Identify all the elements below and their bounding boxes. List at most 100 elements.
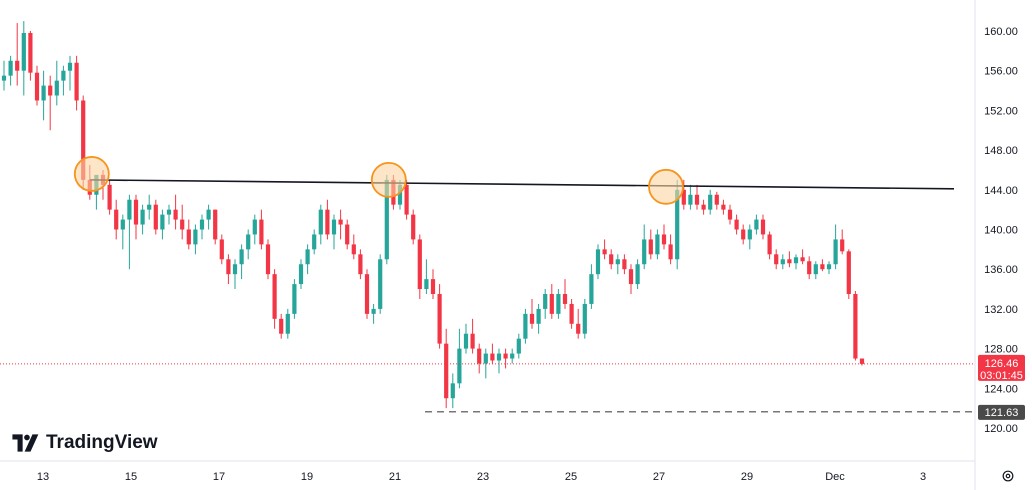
candle-body bbox=[820, 264, 825, 270]
x-tick-label: 3 bbox=[920, 471, 926, 483]
candle-body bbox=[523, 313, 528, 339]
candle-body bbox=[127, 199, 132, 220]
candle-body bbox=[635, 264, 640, 285]
candle-body bbox=[15, 60, 20, 71]
candle-body bbox=[787, 259, 792, 264]
candle-body bbox=[265, 244, 271, 275]
candle bbox=[298, 259, 304, 290]
candle-body bbox=[562, 294, 568, 304]
candle bbox=[147, 194, 152, 220]
candle-body bbox=[853, 294, 858, 359]
candle-body bbox=[338, 219, 343, 225]
candle bbox=[127, 194, 132, 270]
candle bbox=[582, 298, 587, 339]
candle bbox=[661, 224, 667, 250]
y-tick-label: 120.00 bbox=[984, 423, 1018, 435]
candle-body bbox=[444, 343, 449, 399]
candle bbox=[226, 254, 231, 285]
candle bbox=[450, 373, 455, 409]
y-tick-label: 132.00 bbox=[984, 304, 1018, 316]
candle bbox=[536, 303, 541, 334]
candle bbox=[741, 224, 746, 245]
candle-body bbox=[166, 209, 172, 215]
candle bbox=[793, 254, 799, 270]
candle bbox=[747, 224, 752, 250]
candle-body bbox=[318, 209, 323, 235]
candle-body bbox=[305, 249, 310, 265]
candle-body bbox=[767, 234, 772, 255]
candle bbox=[774, 249, 779, 270]
candle-body bbox=[21, 32, 26, 71]
candle-body bbox=[721, 204, 726, 210]
candle bbox=[371, 303, 376, 324]
candle bbox=[483, 348, 488, 379]
candle bbox=[820, 259, 825, 272]
candle-body bbox=[232, 264, 238, 275]
candle bbox=[166, 204, 172, 225]
candle-body bbox=[133, 199, 139, 225]
candle bbox=[602, 239, 607, 260]
candle bbox=[213, 209, 218, 245]
y-tick-label: 152.00 bbox=[984, 105, 1018, 117]
candle bbox=[140, 204, 145, 235]
candle bbox=[34, 65, 40, 106]
candle bbox=[655, 229, 660, 260]
highlight-circle bbox=[370, 161, 407, 198]
candle bbox=[193, 224, 198, 255]
candle bbox=[219, 234, 224, 265]
candle bbox=[681, 179, 686, 210]
candle-body bbox=[477, 348, 482, 364]
x-tick-label: 23 bbox=[477, 471, 489, 483]
candle bbox=[648, 229, 653, 260]
x-tick-label: 19 bbox=[301, 471, 313, 483]
candle-body bbox=[615, 259, 620, 265]
candle bbox=[331, 214, 337, 250]
candle-body bbox=[496, 353, 502, 361]
tradingview-watermark: TradingView bbox=[10, 432, 158, 454]
candle-body bbox=[833, 239, 838, 265]
candle-body bbox=[259, 219, 264, 245]
candle-body bbox=[760, 219, 766, 235]
y-tick-label: 128.00 bbox=[984, 344, 1018, 356]
candle-body bbox=[213, 209, 218, 240]
candle-body bbox=[681, 189, 686, 205]
candle-body bbox=[549, 294, 554, 314]
candle bbox=[54, 60, 59, 106]
candle bbox=[767, 231, 772, 260]
candle-body bbox=[226, 259, 231, 275]
candle bbox=[800, 249, 805, 265]
candle-body bbox=[840, 239, 845, 252]
annotations bbox=[0, 156, 975, 413]
candle bbox=[529, 298, 535, 329]
candle bbox=[358, 249, 363, 280]
candle bbox=[477, 343, 482, 374]
low-price-label-bg bbox=[978, 404, 1025, 420]
candle bbox=[635, 259, 640, 290]
candle-body bbox=[67, 62, 73, 71]
grid-layer bbox=[0, 0, 976, 490]
candle bbox=[364, 269, 370, 319]
candle bbox=[153, 199, 158, 235]
candle-body bbox=[417, 239, 422, 290]
candle bbox=[15, 23, 20, 86]
candle-body bbox=[34, 72, 40, 101]
candle bbox=[807, 256, 812, 280]
candle bbox=[760, 214, 766, 240]
candle bbox=[67, 55, 73, 91]
x-tick-label: 21 bbox=[389, 471, 401, 483]
candle bbox=[206, 204, 211, 230]
gear-icon[interactable] bbox=[1001, 469, 1015, 483]
candle-body bbox=[358, 254, 363, 275]
candle-body bbox=[774, 254, 779, 265]
candle bbox=[516, 333, 521, 359]
candle-body bbox=[483, 353, 488, 364]
candle-body bbox=[246, 234, 251, 250]
candle-body bbox=[694, 194, 700, 205]
x-tick-label: 13 bbox=[37, 471, 49, 483]
candle-body bbox=[411, 214, 416, 240]
candle-body bbox=[595, 249, 601, 275]
candle bbox=[404, 179, 409, 220]
y-tick-label: 136.00 bbox=[984, 264, 1018, 276]
